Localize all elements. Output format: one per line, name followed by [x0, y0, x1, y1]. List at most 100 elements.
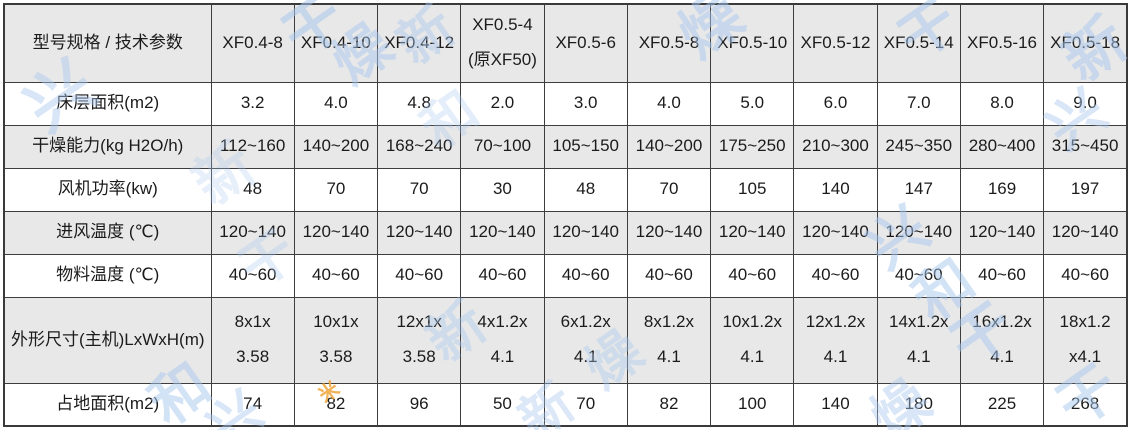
value-cell: 40~60 — [1043, 253, 1128, 298]
value-cell: 175~250 — [710, 124, 795, 169]
value-cell: 4.0 — [293, 81, 379, 126]
row-label-cell: 风机功率(kw) — [3, 167, 212, 212]
model-header-cell: XF0.5-14 — [876, 3, 961, 83]
value-cell: 140 — [793, 167, 878, 212]
value-cell: 70 — [377, 167, 462, 212]
value-cell: 82 — [293, 382, 379, 427]
row-label-cell: 外形尺寸(主机)LxWxH(m) — [3, 296, 212, 384]
value-cell: 9.0 — [1043, 81, 1128, 126]
value-cell: 74 — [210, 382, 295, 427]
value-cell: 4.0 — [626, 81, 712, 126]
value-cell: 40~60 — [710, 253, 795, 298]
value-cell: 40~60 — [959, 253, 1045, 298]
value-cell: 12x1x 3.58 — [377, 296, 462, 384]
value-cell: 70 — [293, 167, 379, 212]
value-cell: 280~400 — [959, 124, 1045, 169]
value-cell: 40~60 — [293, 253, 379, 298]
spec-table: 型号规格 / 技术参数 XF0.4-8 XF0.4-10 XF0.4-12 XF0.5… — [3, 3, 1128, 427]
value-cell: 48 — [210, 167, 295, 212]
model-header-cell: XF0.4-12 — [377, 3, 462, 83]
model-header-cell: XF0.5-10 — [710, 3, 795, 83]
value-cell: 120~140 — [210, 210, 295, 255]
value-cell: 8.0 — [959, 81, 1045, 126]
table-row: 风机功率(kw) 48 70 70 30 48 70 105 140 147 169 197 — [3, 167, 1128, 212]
value-cell: 40~60 — [876, 253, 961, 298]
model-header-cell: XF0.5-18 — [1043, 3, 1128, 83]
value-cell: 8x1x 3.58 — [210, 296, 295, 384]
value-cell: 197 — [1043, 167, 1128, 212]
table-row: 床层面积(m2) 3.2 4.0 4.8 2.0 3.0 4.0 5.0 6.0 7.0 8.0 9.… — [3, 81, 1128, 126]
table-row: 干燥能力(kg H2O/h) 112~160 140~200 168~240 70~10… — [3, 124, 1128, 169]
value-cell: 48 — [543, 167, 628, 212]
value-cell: 10x1x 3.58 — [293, 296, 379, 384]
value-cell: 105~150 — [543, 124, 628, 169]
table-row: 进风温度 (℃) 120~140 120~140 120~140 120~140 120~… — [3, 210, 1128, 255]
value-cell: 40~60 — [210, 253, 295, 298]
row-label-cell: 床层面积(m2) — [3, 81, 212, 126]
value-cell: 82 — [626, 382, 712, 427]
value-cell: 105 — [710, 167, 795, 212]
value-cell: 140~200 — [626, 124, 712, 169]
value-cell: 140 — [793, 382, 878, 427]
value-cell: 5.0 — [710, 81, 795, 126]
value-cell: 225 — [959, 382, 1045, 427]
value-cell: 3.0 — [543, 81, 628, 126]
row-label-cell: 占地面积(m2) — [3, 382, 212, 427]
value-cell: 40~60 — [377, 253, 462, 298]
value-cell: 70~100 — [460, 124, 545, 169]
value-cell: 70 — [543, 382, 628, 427]
value-cell: 2.0 — [460, 81, 545, 126]
row-label-cell: 物料温度 (℃) — [3, 253, 212, 298]
value-cell: 16x1.2x 4.1 — [959, 296, 1045, 384]
value-cell: 50 — [460, 382, 545, 427]
value-cell: 210~300 — [793, 124, 878, 169]
value-cell: 4x1.2x 4.1 — [460, 296, 545, 384]
value-cell: 6.0 — [793, 81, 878, 126]
value-cell: 10x1.2x 4.1 — [710, 296, 795, 384]
model-header-cell: XF0.5-16 — [959, 3, 1045, 83]
table-row: 外形尺寸(主机)LxWxH(m) 8x1x 3.58 10x1x 3.58 12x1x… — [3, 296, 1128, 384]
value-cell: 120~140 — [793, 210, 878, 255]
value-cell: 96 — [377, 382, 462, 427]
value-cell: 12x1.2x 4.1 — [793, 296, 878, 384]
row-label-cell: 进风温度 (℃) — [3, 210, 212, 255]
spec-table-body: 床层面积(m2) 3.2 4.0 4.8 2.0 3.0 4.0 5.0 6.0 7.0 8.0 9.… — [3, 81, 1128, 427]
value-cell: 6x1.2x 4.1 — [543, 296, 628, 384]
value-cell: 120~140 — [626, 210, 712, 255]
value-cell: 14x1.2x 4.1 — [876, 296, 961, 384]
header-row: 型号规格 / 技术参数 XF0.4-8 XF0.4-10 XF0.4-12 XF0.5… — [3, 3, 1128, 83]
value-cell: 120~140 — [959, 210, 1045, 255]
model-header-cell: XF0.4-8 — [210, 3, 295, 83]
value-cell: 180 — [876, 382, 961, 427]
value-cell: 100 — [710, 382, 795, 427]
value-cell: 4.8 — [377, 81, 462, 126]
value-cell: 120~140 — [543, 210, 628, 255]
row-label-cell: 干燥能力(kg H2O/h) — [3, 124, 212, 169]
value-cell: 120~140 — [460, 210, 545, 255]
value-cell: 40~60 — [460, 253, 545, 298]
value-cell: 120~140 — [710, 210, 795, 255]
value-cell: 30 — [460, 167, 545, 212]
model-header-cell: XF0.5-6 — [543, 3, 628, 83]
model-header-cell: XF0.5-4 (原XF50) — [460, 3, 545, 83]
value-cell: 120~140 — [377, 210, 462, 255]
value-cell: 120~140 — [293, 210, 379, 255]
value-cell: 3.2 — [210, 81, 295, 126]
value-cell: 70 — [626, 167, 712, 212]
model-header-cell: XF0.4-10 — [293, 3, 379, 83]
value-cell: 18x1.2 x4.1 — [1043, 296, 1128, 384]
value-cell: 169 — [959, 167, 1045, 212]
value-cell: 268 — [1043, 382, 1128, 427]
value-cell: 7.0 — [876, 81, 961, 126]
value-cell: 120~140 — [876, 210, 961, 255]
model-header-cell: XF0.5-12 — [793, 3, 878, 83]
value-cell: 315~450 — [1043, 124, 1128, 169]
model-header-cell: XF0.5-8 — [626, 3, 712, 83]
spec-table-header: 型号规格 / 技术参数 XF0.4-8 XF0.4-10 XF0.4-12 XF0.5… — [3, 3, 1128, 83]
table-row: 占地面积(m2) 74 82 96 50 70 82 100 140 180 225 268 — [3, 382, 1128, 427]
table-row: 物料温度 (℃) 40~60 40~60 40~60 40~60 40~60 40~60 40… — [3, 253, 1128, 298]
value-cell: 245~350 — [876, 124, 961, 169]
value-cell: 112~160 — [210, 124, 295, 169]
value-cell: 140~200 — [293, 124, 379, 169]
